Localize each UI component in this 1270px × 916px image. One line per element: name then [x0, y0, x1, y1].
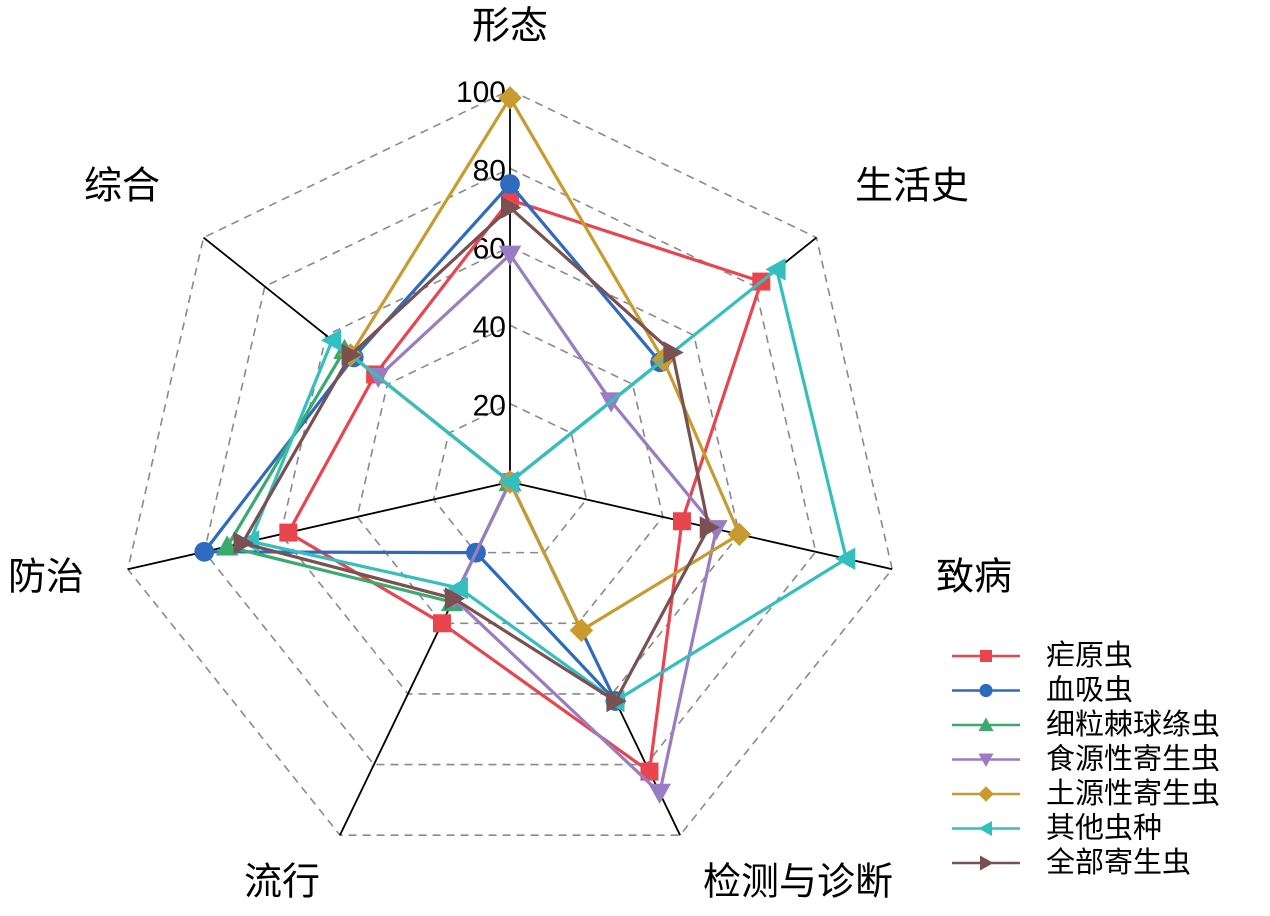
legend-label: 细粒棘球绦虫: [1046, 707, 1220, 741]
legend-item: 细粒棘球绦虫: [952, 707, 1220, 741]
series-1: [194, 174, 671, 711]
series-6: [233, 196, 720, 713]
legend-swatch-marker: [980, 855, 994, 871]
legend-label: 疟原虫: [1046, 638, 1133, 672]
data-point: [233, 531, 254, 555]
data-point: [432, 614, 451, 633]
axis-label-1: 生活史: [855, 164, 969, 208]
legend-swatch-marker: [978, 821, 992, 836]
data-point: [765, 258, 786, 281]
axis-label-5: 防治: [8, 555, 84, 599]
data-point: [498, 470, 519, 494]
data-point: [663, 341, 684, 364]
data-point: [699, 516, 720, 539]
tick-label: 100: [456, 76, 506, 109]
axis-label-4: 流行: [244, 860, 320, 904]
data-point: [606, 689, 627, 713]
legend-item: 其他虫种: [952, 811, 1162, 845]
legend-item: 全部寄生虫: [952, 845, 1191, 879]
data-point: [341, 343, 362, 367]
legend-label: 土源性寄生虫: [1046, 776, 1220, 810]
legend-swatch-marker: [978, 717, 994, 731]
grid-ring-60: [279, 245, 741, 695]
data-point: [444, 587, 466, 610]
grid-ring-80: [203, 167, 817, 766]
series-line: [240, 206, 711, 703]
data-point: [215, 535, 239, 556]
data-point: [447, 576, 468, 600]
legend-label: 其他虫种: [1046, 811, 1162, 845]
series-line: [376, 253, 718, 795]
grid-ring-20: [432, 402, 588, 554]
axis-label-2: 致病: [936, 555, 1012, 599]
legend-swatch-marker: [978, 786, 994, 802]
legend-item: 疟原虫: [952, 638, 1133, 672]
legend-swatch-marker: [978, 753, 994, 767]
legend-label: 全部寄生虫: [1046, 845, 1191, 879]
legend-label: 食源性寄生虫: [1046, 742, 1220, 776]
data-point: [672, 512, 691, 531]
data-series: [194, 86, 856, 805]
data-point: [498, 245, 522, 266]
axis-label-6: 综合: [84, 164, 160, 208]
legend-item: 食源性寄生虫: [952, 742, 1220, 776]
axis-label-0: 形态: [472, 4, 548, 48]
legend-swatch-marker: [979, 683, 993, 698]
legend-item: 血吸虫: [952, 673, 1133, 707]
data-point: [835, 547, 856, 571]
series-line: [286, 198, 763, 774]
data-point: [569, 618, 594, 643]
series-line: [248, 267, 848, 703]
axis-label-3: 检测与诊断: [703, 860, 893, 904]
grid-ring-100: [126, 89, 894, 836]
axis-line-5: [127, 481, 511, 571]
legend-item: 土源性寄生虫: [952, 776, 1220, 810]
data-point: [498, 86, 522, 110]
tick-label: 40: [473, 311, 506, 344]
data-point: [648, 783, 671, 805]
data-point: [279, 523, 298, 542]
tick-label: 20: [473, 390, 506, 423]
data-point: [640, 762, 659, 781]
legend-swatch-marker: [980, 650, 992, 662]
data-point: [501, 196, 522, 219]
data-point: [320, 328, 342, 352]
data-point: [500, 174, 520, 194]
series-4: [338, 86, 752, 643]
series-5: [238, 258, 856, 713]
legend-label: 血吸虫: [1046, 673, 1133, 707]
data-point: [727, 522, 752, 547]
data-point: [194, 541, 215, 562]
